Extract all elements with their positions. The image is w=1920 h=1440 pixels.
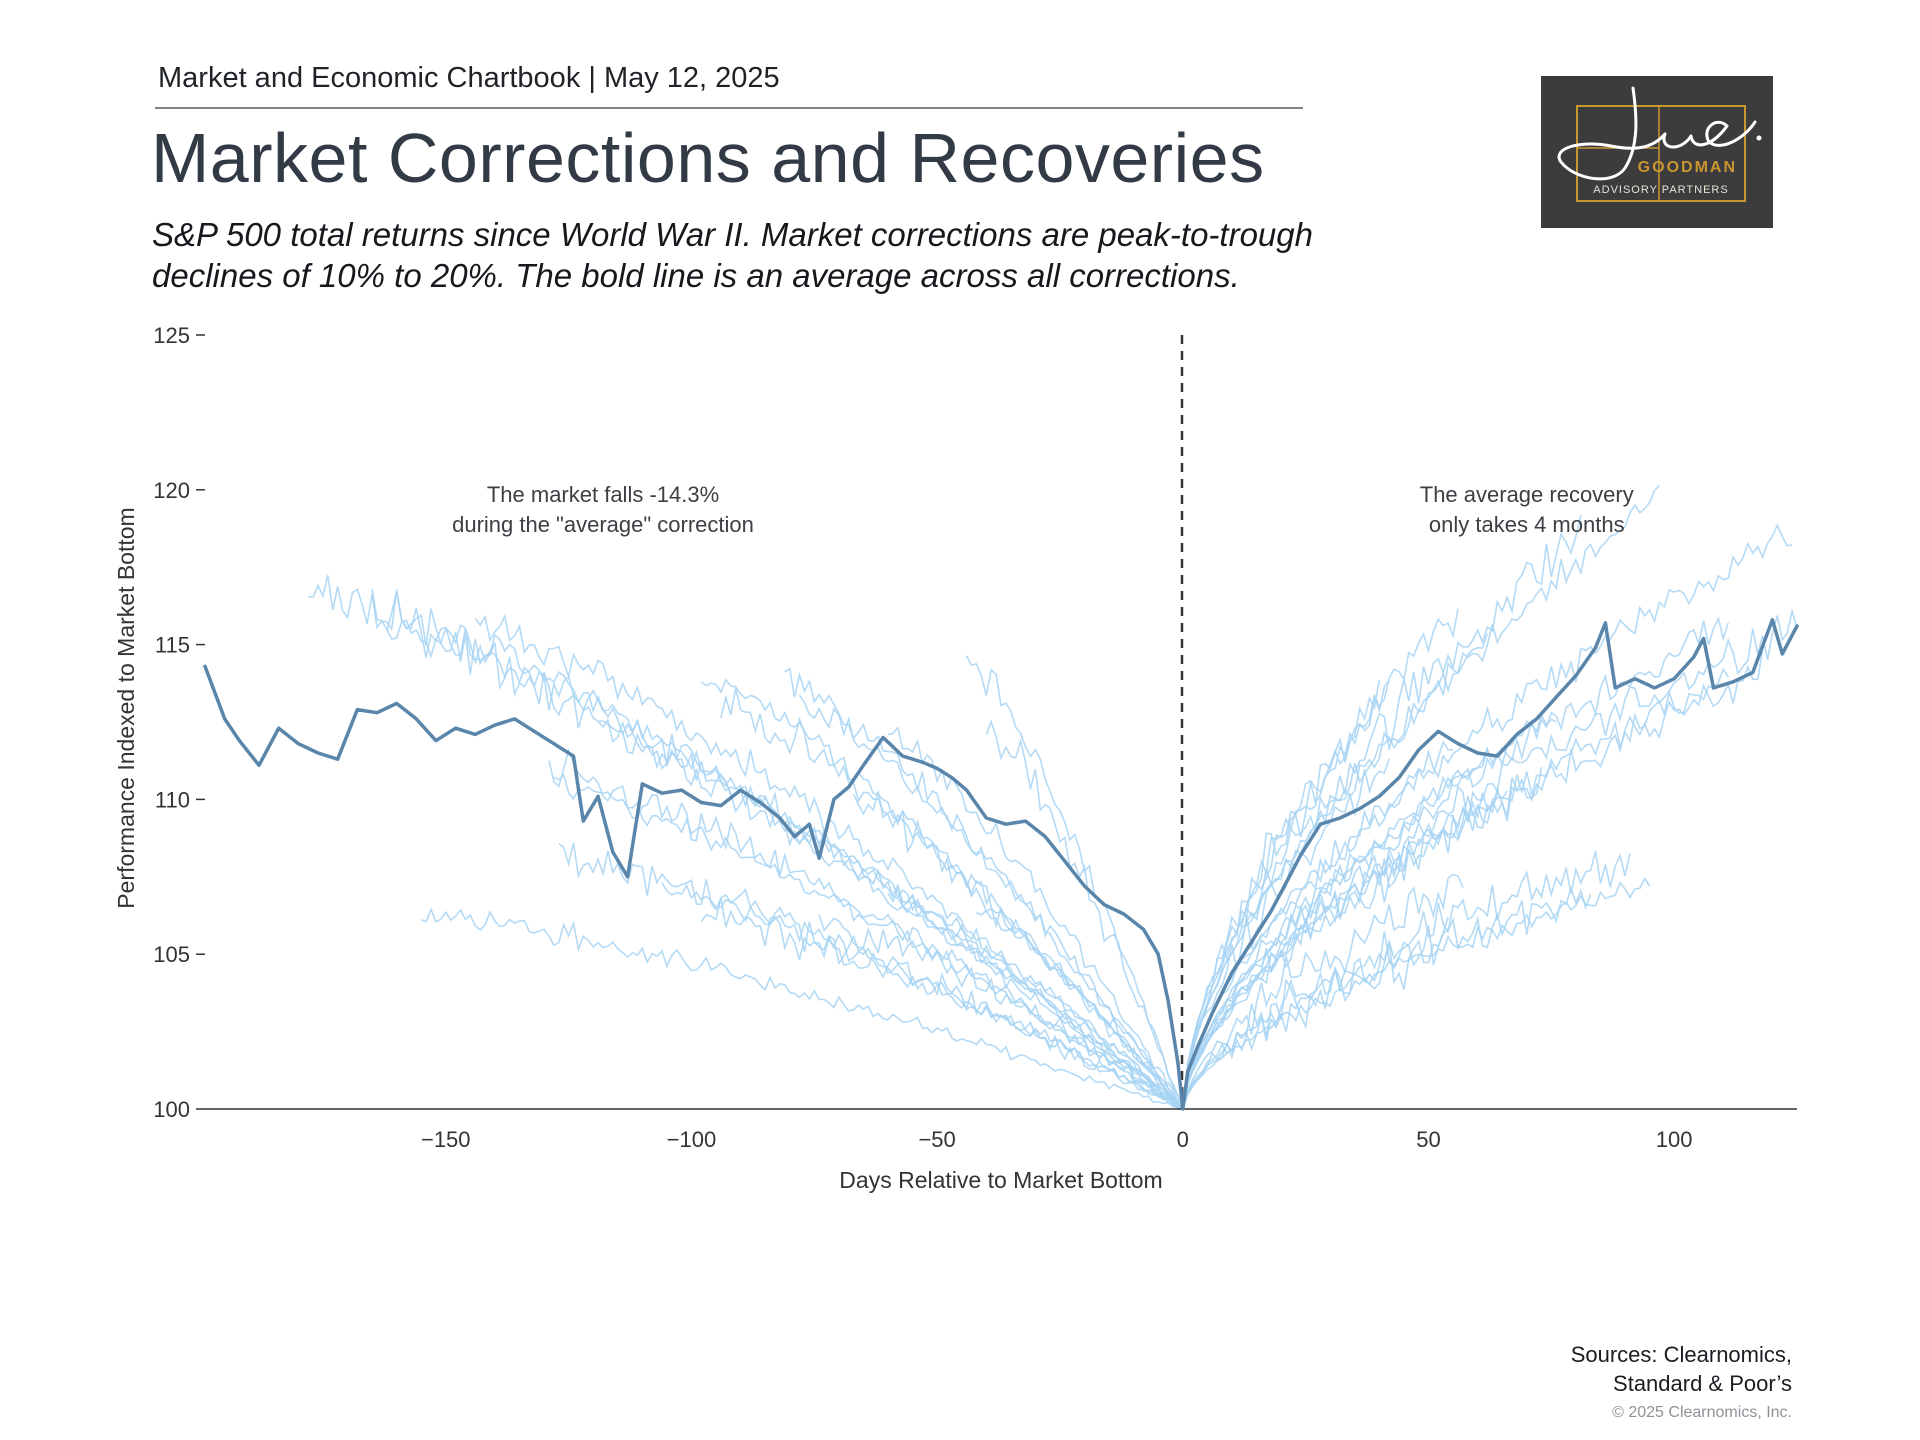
y-tick-label: 110 [155,787,190,812]
x-tick-label: 100 [1656,1127,1693,1152]
x-tick-label: −100 [667,1127,717,1152]
individual-correction-line [700,678,1557,1112]
individual-correction-line [720,608,1459,1112]
y-tick-label: 105 [153,942,190,967]
individual-correction-line [965,655,1390,1110]
sources-line-1: Sources: Clearnomics, [1570,1342,1792,1367]
y-tick-label: 100 [153,1097,190,1122]
page-title: Market Corrections and Recoveries [151,119,1265,197]
individual-correction-line [700,873,1464,1111]
sources-note: Sources: Clearnomics, Standard & Poor’s [1571,1340,1792,1398]
logo-frame [1576,105,1746,202]
individual-correction-line [371,588,1729,1111]
average-correction-line [203,618,1799,1111]
individual-correction-line [420,740,1453,1111]
individual-correction-line [386,591,1592,1110]
logo-tagline: ADVISORY PARTNERS [1593,184,1728,196]
x-tick-label: −150 [421,1127,471,1152]
kicker-divider [155,107,1303,109]
copyright-note: © 2025 Clearnomics, Inc. [1612,1404,1792,1421]
y-axis-label: Performance Indexed to Market Bottom [113,507,139,908]
chartbook-kicker: Market and Economic Chartbook | May 12, … [158,62,780,94]
annotation-text: only takes 4 months [1429,512,1625,537]
annotation-text: The average recovery [1420,482,1634,507]
x-axis-ticks: −150 −100 −50 0 50 100 [421,1127,1693,1152]
individual-correction-line [308,575,1543,1111]
annotation-text: during the "average" correction [452,512,754,537]
y-tick-label: 115 [155,633,190,658]
y-tick-label: 125 [153,323,190,348]
chart-subtitle: S&P 500 total returns since World War II… [152,216,1313,294]
individual-correction-line [798,633,1489,1112]
x-tick-label: 0 [1177,1127,1189,1152]
x-axis-label: Days Relative to Market Bottom [839,1167,1162,1193]
individual-correction-line [548,515,1582,1110]
individual-correction-line [474,613,1764,1111]
individual-correction-line [784,608,1798,1112]
annotation-text: The market falls -14.3% [487,482,719,507]
logo-brand: GOODMAN [1638,159,1737,176]
signature-stroke [1557,86,1757,181]
individual-correction-line [553,484,1660,1110]
chart-annotations: The market falls -14.3% during the "avera… [452,482,1634,537]
individual-correction-line [661,747,1489,1111]
individual-correction-lines [308,484,1798,1112]
signature-dot [1756,135,1762,141]
y-axis-ticks: 100 105 110 115 120 125 [153,323,205,1122]
chart-svg: 100 105 110 115 120 125 −150 −100 −50 0 50 100 Per… [113,323,1799,1193]
logo-graphic: GOODMAN ADVISORY PARTNERS [1557,86,1762,202]
sources-line-2: Standard & Poor’s [1613,1371,1792,1396]
y-tick-label: 120 [153,478,190,503]
individual-correction-line [976,877,1651,1111]
company-logo: GOODMAN ADVISORY PARTNERS [1541,76,1773,228]
x-tick-label: −50 [918,1127,955,1152]
x-tick-label: 50 [1416,1127,1440,1152]
